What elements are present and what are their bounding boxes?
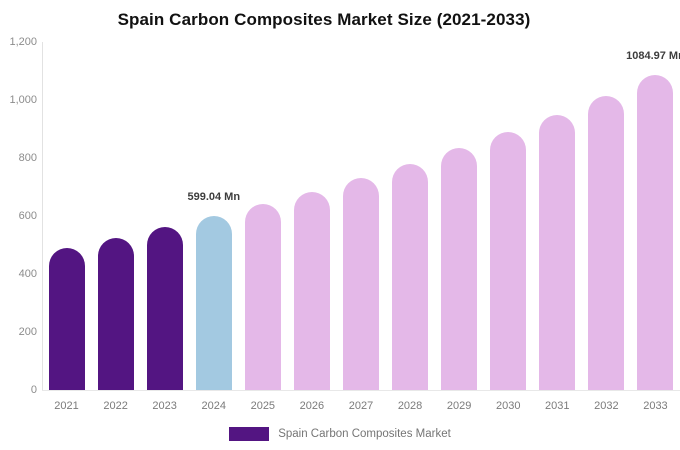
x-axis-label-2024: 2024 [201, 400, 226, 412]
x-axis-label-2032: 2032 [594, 400, 619, 412]
x-axis-label-2029: 2029 [446, 400, 472, 412]
bar-2021[interactable] [48, 247, 85, 390]
bar-2030[interactable] [490, 131, 527, 390]
y-axis-tick-label: 0 [30, 384, 37, 396]
y-axis-tick-label: 1,000 [9, 94, 37, 106]
chart-title: Spain Carbon Composites Market Size (202… [117, 10, 531, 29]
x-axis-label-2028: 2028 [397, 400, 423, 412]
x-axis-label-2027: 2027 [348, 400, 374, 412]
y-axis-tick-label: 600 [18, 210, 37, 222]
y-axis-tick-label: 800 [18, 152, 37, 164]
x-axis-label-2023: 2023 [152, 400, 177, 412]
x-axis-label-2026: 2026 [299, 400, 325, 412]
bar-2031[interactable] [539, 114, 576, 390]
bar-2024[interactable] [195, 216, 232, 390]
x-axis-label-2030: 2030 [495, 400, 521, 412]
x-axis-label-2022: 2022 [103, 400, 128, 412]
bar-2025[interactable] [244, 204, 281, 390]
x-axis-line [42, 390, 680, 391]
bar-2033[interactable] [637, 75, 674, 390]
data-label-2033: 1084.97 Mn [626, 50, 680, 63]
bar-2026[interactable] [293, 191, 330, 390]
legend-label: Spain Carbon Composites Market [278, 428, 451, 440]
bar-2027[interactable] [343, 178, 379, 390]
bar-2032[interactable] [588, 95, 625, 390]
y-axis-line [42, 42, 43, 390]
legend-item[interactable]: Spain Carbon Composites Market [0, 426, 680, 442]
x-axis-label-2031: 2031 [545, 400, 570, 412]
y-axis-tick-label: 1,200 [9, 36, 37, 48]
bar-2023[interactable] [146, 227, 183, 390]
y-axis-tick-label: 400 [18, 268, 37, 280]
x-axis-label-2025: 2025 [250, 400, 276, 412]
data-label-2024: 599.04 Mn [187, 191, 241, 204]
legend-swatch-icon [229, 427, 270, 441]
bar-2022[interactable] [97, 237, 134, 390]
bar-2029[interactable] [441, 148, 478, 390]
y-axis-tick-label: 200 [18, 326, 37, 338]
bar-2028[interactable] [392, 163, 429, 390]
x-axis-label-2033: 2033 [643, 400, 668, 412]
x-axis-label-2021: 2021 [54, 400, 79, 412]
